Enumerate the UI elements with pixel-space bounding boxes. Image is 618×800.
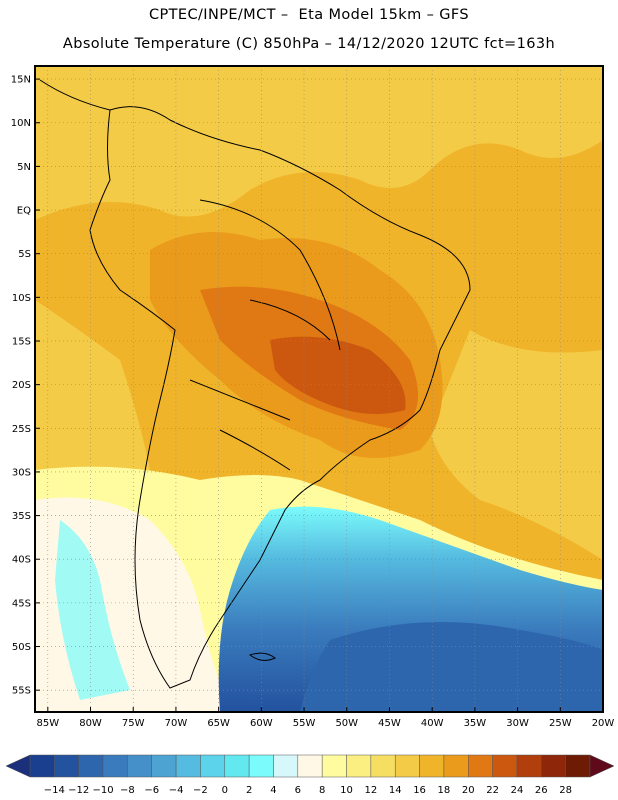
lon-tick-label: 20W xyxy=(592,718,615,729)
lon-tick-label: 60W xyxy=(250,718,273,729)
colorbar-tick-label: 12 xyxy=(365,785,378,796)
colorbar-tick-label: −8 xyxy=(120,785,135,796)
lat-tick-label: 50S xyxy=(12,642,31,653)
colorbar-tick-label: 0 xyxy=(222,785,228,796)
colorbar-tick-label: −2 xyxy=(193,785,208,796)
colorbar-segment xyxy=(565,754,591,778)
colorbar-segment xyxy=(54,754,79,778)
colorbar-segment xyxy=(516,754,542,778)
colorbar-segment xyxy=(468,754,493,778)
lon-tick-label: 35W xyxy=(464,718,487,729)
colorbar-tick-label: 18 xyxy=(438,785,451,796)
chart-title-line-1: CPTEC/INPE/MCT – Eta Model 15km – GFS xyxy=(148,7,470,23)
field-14-16-north xyxy=(35,66,603,220)
lat-tick-label: 10N xyxy=(11,118,31,129)
field-cold-core xyxy=(300,622,603,712)
colorbar-tick-label: −14 xyxy=(44,785,65,796)
colorbar-segment xyxy=(346,754,372,778)
temperature-field xyxy=(35,66,603,712)
colorbar-segment xyxy=(492,754,518,778)
latitude-axis: 15N 10N 5N EQ 5S 10S 15S 20S 25S 30S 35S 40S 45S 50S 5… xyxy=(11,75,40,697)
colorbar-segment xyxy=(394,754,420,778)
field-andes-cold xyxy=(55,520,130,700)
colorbar-min-arrow xyxy=(5,754,31,778)
lon-tick-label: 75W xyxy=(122,718,145,729)
colorbar-segment xyxy=(224,754,250,778)
colorbar-segment xyxy=(102,754,128,778)
lon-tick-label: 45W xyxy=(378,718,401,729)
central-america-coast xyxy=(39,79,111,111)
colorbar-tick-label: −10 xyxy=(92,785,113,796)
colorbar-tick-label: −4 xyxy=(169,785,184,796)
lat-tick-label: 25S xyxy=(12,424,31,435)
colorbar-tick-label: 26 xyxy=(535,785,548,796)
lat-tick-label: 20S xyxy=(12,380,31,391)
graticule xyxy=(35,66,604,712)
colorbar: −14 −12 −10 −8 −6 −4 −2 0 2 4 6 8 10 12 14 16 18 20 22 24 26… xyxy=(5,754,615,796)
colorbar-tick-label: 14 xyxy=(389,785,402,796)
field-22-24 xyxy=(270,336,406,414)
colorbar-segment xyxy=(78,754,104,778)
lon-tick-label: 80W xyxy=(79,718,102,729)
lat-tick-label: 35S xyxy=(12,511,31,522)
colorbar-segment xyxy=(273,754,299,778)
colorbar-segment xyxy=(419,754,445,778)
colorbar-tick-label: 4 xyxy=(270,785,276,796)
lon-tick-label: 30W xyxy=(506,718,529,729)
lon-tick-label: 70W xyxy=(165,718,188,729)
lon-tick-label: 40W xyxy=(421,718,444,729)
colorbar-segment xyxy=(175,754,201,778)
lat-tick-label: 15S xyxy=(12,336,31,347)
map-frame-border xyxy=(34,65,604,713)
colorbar-segment xyxy=(541,754,566,778)
lon-tick-label: 65W xyxy=(207,718,230,729)
field-14-16-atlantic xyxy=(430,330,603,560)
lat-tick-label: 45S xyxy=(12,598,31,609)
lat-tick-label: 55S xyxy=(12,686,31,697)
colorbar-segment xyxy=(297,754,323,778)
lon-tick-label: 55W xyxy=(293,718,316,729)
colorbar-tick-label: 6 xyxy=(295,785,301,796)
colorbar-tick-label: −12 xyxy=(68,785,89,796)
colorbar-tick-label: 8 xyxy=(319,785,325,796)
south-america-coast xyxy=(89,106,471,689)
coastlines xyxy=(39,79,471,689)
lon-tick-label: 85W xyxy=(36,718,59,729)
colorbar-tick-label: 28 xyxy=(559,785,572,796)
colorbar-segment xyxy=(127,754,152,778)
field-14-16-pacific xyxy=(35,300,150,470)
colorbar-segment xyxy=(29,754,55,778)
chart-title-line-2: Absolute Temperature (C) 850hPa – 14/12/… xyxy=(62,36,556,52)
colorbar-segment xyxy=(151,754,177,778)
colorbar-segment xyxy=(248,754,274,778)
colorbar-segment xyxy=(321,754,347,778)
colorbar-tick-label: 2 xyxy=(246,785,252,796)
colorbar-tick-label: 22 xyxy=(486,785,499,796)
lat-tick-label: 5N xyxy=(17,162,31,173)
colorbar-tick-label: 10 xyxy=(340,785,353,796)
lon-tick-label: 50W xyxy=(335,718,358,729)
lon-tick-label: 25W xyxy=(549,718,572,729)
colorbar-tick-label: 24 xyxy=(511,785,524,796)
lat-tick-label: 5S xyxy=(18,249,31,260)
colorbar-max-arrow xyxy=(589,754,615,778)
colorbar-tick-label: 16 xyxy=(413,785,426,796)
colorbar-segment xyxy=(443,754,469,778)
lat-tick-label: 40S xyxy=(12,555,31,566)
country-borders xyxy=(189,199,341,471)
colorbar-tick-label: −6 xyxy=(144,785,159,796)
lat-tick-label: 30S xyxy=(12,467,31,478)
lat-tick-label: 15N xyxy=(11,75,31,86)
lat-tick-label: EQ xyxy=(17,206,31,217)
colorbar-segment xyxy=(370,754,396,778)
colorbar-segment xyxy=(200,754,226,778)
lat-tick-label: 10S xyxy=(12,293,31,304)
colorbar-tick-label: 20 xyxy=(462,785,475,796)
falkland-islands xyxy=(248,652,276,661)
longitude-axis: 85W 80W 75W 70W 65W 60W 55W 50W 45W 40W 35W 30W 25W 2… xyxy=(36,707,614,729)
